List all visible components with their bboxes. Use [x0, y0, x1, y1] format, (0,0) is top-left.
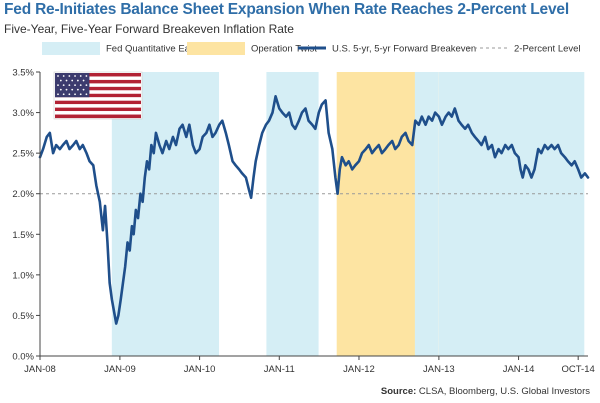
- flag-star: [59, 79, 62, 82]
- flag-star: [85, 84, 88, 87]
- flag-star: [62, 93, 65, 96]
- flag-star: [57, 93, 59, 96]
- x-tick-label: JAN-13: [423, 364, 455, 375]
- chart-legend: Fed Quantitative Easing Operation Twist U.…: [42, 42, 581, 55]
- x-tick-label: OCT-14: [562, 364, 595, 375]
- chart-subtitle: Five-Year, Five-Year Forward Breakeven I…: [4, 22, 294, 36]
- y-tick-label: 2.5%: [12, 149, 34, 160]
- source-note: Source: CLSA, Bloomberg, U.S. Global Inv…: [381, 386, 590, 397]
- flag-canton: [55, 73, 90, 98]
- flag-star: [68, 93, 71, 96]
- flag-star: [71, 79, 74, 82]
- flag-stripe: [55, 93, 141, 98]
- flag-star: [79, 84, 82, 87]
- x-tick-label: JAN-08: [24, 364, 56, 375]
- flag-star: [68, 84, 71, 87]
- flag-star: [76, 88, 79, 91]
- x-tick-label: JAN-11: [264, 364, 295, 375]
- shaded-period-4: [414, 72, 439, 356]
- flag-star: [85, 75, 88, 77]
- flag-stripe: [55, 107, 141, 112]
- flag-star: [68, 75, 71, 77]
- series-line-breakeven: [38, 95, 590, 325]
- flag-star: [59, 88, 62, 91]
- x-tick-label: JAN-10: [184, 364, 216, 375]
- flag-stripe: [55, 114, 141, 119]
- flag-star: [65, 88, 68, 91]
- flag-star: [62, 75, 65, 77]
- y-tick-label: 0.5%: [12, 311, 34, 322]
- flag-star: [57, 84, 59, 87]
- flag-star: [79, 75, 82, 77]
- flag-stripe: [55, 104, 141, 108]
- shaded-periods: [111, 72, 585, 356]
- flag-star: [57, 75, 59, 77]
- y-tick-label: 2.0%: [12, 189, 34, 200]
- shaded-period-1: [111, 72, 220, 356]
- flag-star: [76, 79, 79, 82]
- flag-stripe: [55, 79, 141, 84]
- source-label: Source:: [380, 386, 417, 397]
- flag-stripe: [55, 90, 141, 94]
- x-tick-label: JAN-14: [503, 364, 535, 375]
- us-flag-icon: [53, 71, 143, 120]
- legend-swatch: [187, 42, 245, 55]
- x-axis-ticks: JAN-08 JAN-09 JAN-10 JAN-11 JAN-12 JAN-13 JAN-…: [24, 356, 595, 375]
- y-tick-label: 1.0%: [12, 270, 34, 281]
- legend-label: Operation Twist: [251, 44, 317, 55]
- flag-stripe: [55, 97, 141, 101]
- flag-star: [74, 75, 76, 77]
- flag-star: [74, 84, 76, 87]
- legend-swatch: [42, 42, 100, 55]
- legend-label: Fed Quantitative Easing: [106, 44, 207, 55]
- y-axis-ticks: 0.0% 0.5% 1.0% 1.5% 2.0% 2.5% 3.0% 3.5%: [12, 68, 40, 363]
- y-tick-label: 1.5%: [12, 230, 34, 241]
- chart-title: Fed Re-Initiates Balance Sheet Expansion…: [4, 1, 569, 18]
- flag-star: [71, 88, 74, 91]
- shaded-period-5: [438, 72, 585, 356]
- legend-label: U.S. 5-yr, 5-yr Forward Breakeven: [332, 44, 476, 55]
- shaded-period-2: [266, 72, 319, 356]
- y-tick-label: 3.0%: [12, 108, 34, 119]
- flag-star: [82, 79, 85, 82]
- x-tick-label: JAN-12: [343, 364, 375, 375]
- flag-star: [79, 93, 82, 96]
- source-text: CLSA, Bloomberg, U.S. Global Investors: [416, 386, 590, 397]
- flag-stripe: [55, 100, 141, 105]
- flag-star: [65, 79, 68, 82]
- y-tick-label: 3.5%: [12, 68, 34, 79]
- flag-stripe: [55, 86, 141, 91]
- legend-label: 2-Percent Level: [514, 44, 581, 55]
- series-lines: [38, 95, 590, 325]
- flag-stripe: [55, 111, 141, 115]
- flag-star: [85, 93, 88, 96]
- chart-axes: [39, 72, 588, 357]
- flag-star: [82, 88, 85, 91]
- y-tick-label: 0.0%: [12, 352, 34, 363]
- flag-stripe: [55, 76, 141, 81]
- flag-stripe: [55, 73, 141, 77]
- flag-star: [62, 84, 65, 87]
- x-tick-label: JAN-09: [104, 364, 136, 375]
- flag-star: [74, 93, 76, 96]
- flag-stripe: [55, 83, 141, 87]
